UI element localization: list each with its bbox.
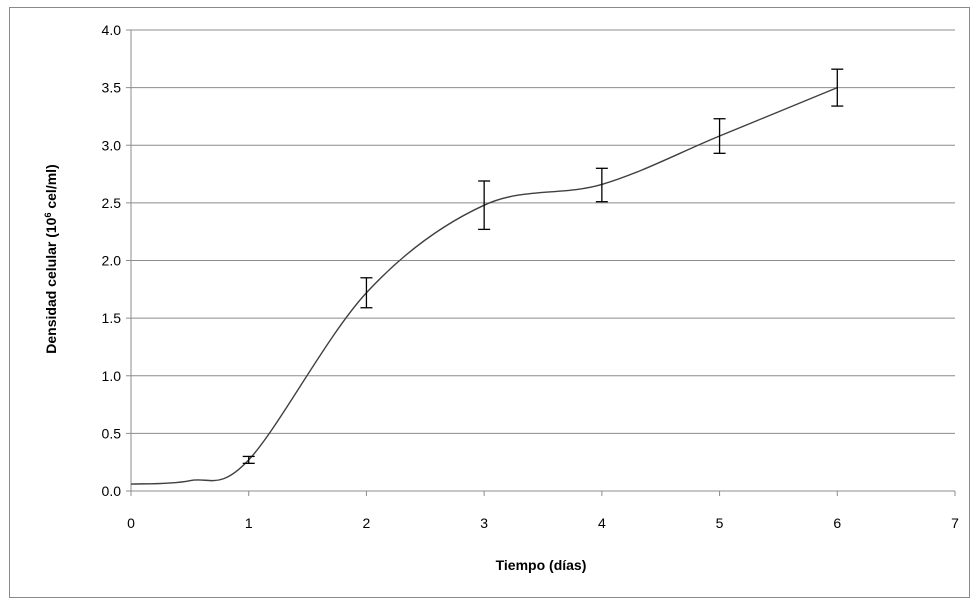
series-line [130, 86, 838, 485]
chart-frame [9, 7, 970, 598]
x-tick-label: 5 [716, 515, 724, 531]
gridlines [131, 29, 955, 434]
x-tick-label: 4 [598, 515, 606, 531]
y-tick-label: 1.0 [102, 368, 122, 384]
x-tick-label: 3 [480, 515, 488, 531]
x-axis-title: Tiempo (días) [496, 557, 587, 573]
y-axis-title-suffix: cel/ml) [43, 164, 59, 212]
x-tick-label: 0 [127, 515, 135, 531]
y-tick-label: 0.5 [102, 425, 122, 441]
x-tick-label: 2 [363, 515, 371, 531]
y-tick-label: 1.5 [102, 310, 122, 326]
x-tick-label: 1 [245, 515, 253, 531]
series-curve [130, 86, 838, 485]
y-tick-label: 3.5 [102, 80, 122, 96]
error-bar [595, 167, 608, 203]
y-axis-title-superscript: 6 [43, 213, 53, 218]
y-tick-label: 0.0 [102, 483, 122, 499]
axes [126, 29, 956, 496]
error-bar [713, 118, 726, 154]
x-tick-label: 7 [951, 515, 959, 531]
y-axis-title-prefix: Densidad celular (10 [43, 217, 59, 353]
y-tick-label: 3.0 [102, 137, 122, 153]
x-tick-label: 6 [833, 515, 841, 531]
y-axis-title: Densidad celular (106 cel/ml) [43, 164, 59, 353]
y-tick-labels: 0.0 0.5 1.0 1.5 2.0 2.5 3.0 3.5 4.0 [102, 22, 122, 499]
error-bar [831, 68, 844, 107]
y-tick-label: 2.0 [102, 253, 122, 269]
error-bar [478, 180, 491, 231]
x-tick-labels: 0 1 2 3 4 5 6 7 [127, 515, 959, 531]
error-bar [360, 277, 373, 309]
error-bars [242, 68, 844, 464]
y-tick-label: 4.0 [102, 22, 122, 38]
y-tick-label: 2.5 [102, 195, 122, 211]
error-bar [242, 455, 255, 464]
